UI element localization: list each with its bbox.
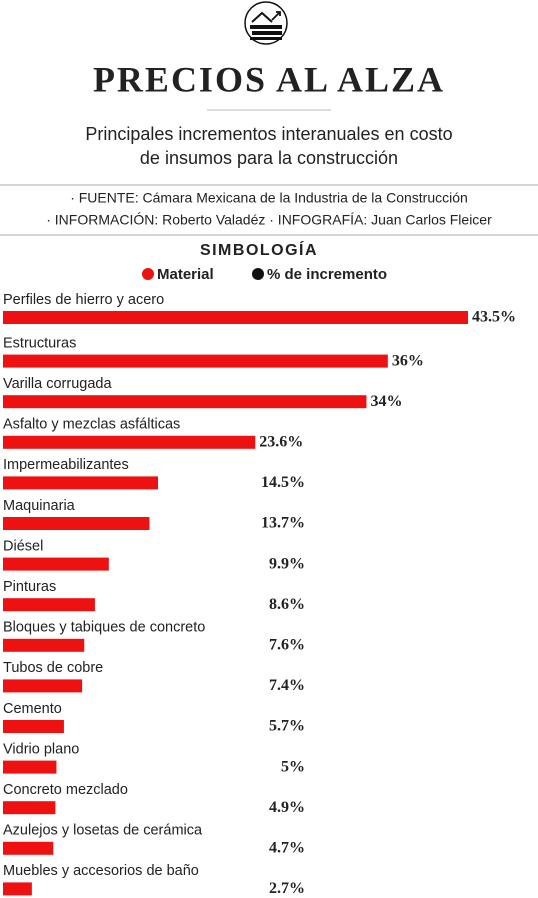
value-label: 4.9%	[269, 799, 305, 816]
bar	[3, 435, 256, 449]
category-label: Pinturas	[3, 579, 56, 595]
value-label: 5%	[281, 758, 305, 775]
value-label: 23.6%	[259, 433, 303, 450]
category-label: Maquinaria	[3, 498, 76, 514]
legend-title: SIMBOLOGÍA	[200, 240, 318, 259]
bar	[3, 476, 158, 490]
subtitle: de insumos para la construcción	[140, 148, 398, 168]
chart-title: PRECIOS AL ALZA	[93, 59, 445, 99]
subtitle: Principales incrementos interanuales en …	[85, 124, 452, 144]
bar	[3, 720, 64, 733]
bar	[3, 679, 83, 693]
bar	[3, 760, 57, 774]
category-label: Bloques y tabiques de concreto	[3, 620, 205, 636]
value-label: 2.7%	[269, 880, 305, 897]
value-label: 5.7%	[269, 718, 305, 735]
legend-label: Material	[157, 266, 214, 283]
value-label: 13.7%	[261, 515, 305, 532]
category-label: Azulejos y losetas de cerámica	[3, 823, 203, 839]
credits: · INFORMACIÓN: Roberto Valadéz · INFOGRA…	[46, 212, 492, 228]
category-label: Diésel	[3, 538, 43, 554]
source: · FUENTE: Cámara Mexicana de la Industri…	[70, 190, 468, 206]
bar	[3, 517, 150, 530]
category-label: Muebles y accesorios de baño	[3, 863, 199, 879]
bar	[3, 395, 367, 409]
bar	[3, 841, 54, 855]
bar	[3, 598, 95, 612]
bar	[3, 882, 32, 896]
category-label: Vidrio plano	[3, 741, 79, 757]
value-label: 43.5%	[472, 309, 516, 326]
bar	[3, 354, 388, 368]
category-label: Tubos de cobre	[3, 660, 103, 676]
legend-marker	[252, 268, 264, 280]
value-label: 7.6%	[269, 636, 305, 653]
bar	[3, 801, 56, 815]
value-label: 36%	[392, 352, 424, 369]
value-label: 8.6%	[269, 596, 305, 613]
legend-label: % de incremento	[267, 266, 387, 283]
category-label: Impermeabilizantes	[3, 457, 129, 473]
category-label: Perfiles de hierro y acero	[3, 292, 164, 308]
category-label: Varilla corrugada	[3, 376, 112, 392]
value-label: 4.7%	[269, 839, 305, 856]
category-label: Asfalto y mezclas asfálticas	[3, 417, 180, 433]
header-icon	[244, 1, 288, 45]
value-label: 34%	[370, 393, 402, 410]
category-label: Estructuras	[3, 335, 76, 351]
value-label: 7.4%	[269, 677, 305, 694]
value-label: 14.5%	[261, 474, 305, 491]
bar	[3, 638, 85, 652]
legend-marker	[142, 268, 154, 280]
category-label: Concreto mezclado	[3, 782, 128, 798]
category-label: Cemento	[3, 701, 62, 717]
bar	[3, 557, 109, 571]
bar	[3, 311, 468, 324]
value-label: 9.9%	[269, 555, 305, 572]
